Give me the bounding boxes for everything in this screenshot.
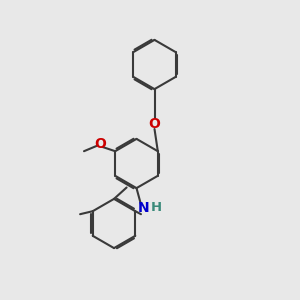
Text: O: O xyxy=(94,137,106,151)
Text: N: N xyxy=(138,201,149,215)
Text: H: H xyxy=(150,201,162,214)
Text: O: O xyxy=(148,117,160,130)
